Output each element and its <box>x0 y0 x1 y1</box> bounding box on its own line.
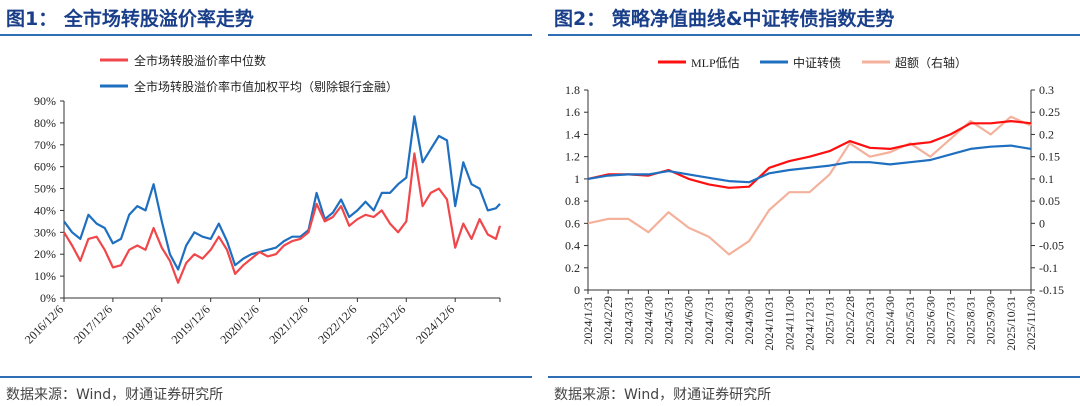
x-tick-label: 2024/3/31 <box>621 296 635 345</box>
x-tick-label: 2021/12/6 <box>266 302 310 346</box>
footer-rule <box>0 376 532 378</box>
y-right-tick-label: 0.1 <box>1039 172 1054 186</box>
series-line-index <box>587 144 1032 184</box>
y-left-tick-label: 0.8 <box>565 194 580 208</box>
x-tick-label: 2024/11/30 <box>782 296 796 350</box>
x-tick-label: 2020/12/6 <box>217 302 261 346</box>
x-tick-label: 2025/4/30 <box>883 296 897 345</box>
y-tick-label: 50% <box>34 182 56 196</box>
x-tick-label: 2024/12/31 <box>803 296 817 351</box>
x-tick-label: 2022/12/6 <box>315 302 359 346</box>
title-rule <box>0 34 532 36</box>
y-right-tick-label: 0.15 <box>1039 150 1060 164</box>
y-right-tick-label: 0.05 <box>1039 194 1060 208</box>
y-left-tick-label: 1.6 <box>565 105 580 119</box>
chart1-title: 图1： 全市场转股溢价率走势 <box>6 8 254 30</box>
x-tick-label: 2024/7/31 <box>702 296 716 345</box>
y-left-tick-label: 0.2 <box>565 261 580 275</box>
series-line-excess <box>587 115 1032 256</box>
y-right-tick-label: 0.3 <box>1039 83 1054 97</box>
x-tick-label: 2024/6/30 <box>682 296 696 345</box>
right-panel: 图2： 策略净值曲线&中证转债指数走势 MLP低估 中证转债 超额（右轴） 0 -0.1… <box>548 0 1080 405</box>
x-tick-label: 2024/12/6 <box>413 302 457 346</box>
x-tick-label: 2024/5/31 <box>662 296 676 345</box>
x-tick-label: 2024/2/29 <box>601 296 615 345</box>
x-tick-label: 2024/1/31 <box>581 296 595 345</box>
y-right-tick-label: 0.2 <box>1039 127 1054 141</box>
x-tick-label: 2017/12/6 <box>71 302 115 346</box>
y-left-tick-label: 1.8 <box>565 83 580 97</box>
y-right-tick-label: 0 <box>1039 216 1045 230</box>
x-tick-label: 2018/12/6 <box>120 302 164 346</box>
y-left-tick-label: 0 <box>574 283 580 297</box>
x-tick-label: 2024/9/30 <box>742 296 756 345</box>
y-tick-label: 80% <box>34 116 56 130</box>
y-left-tick-label: 1.2 <box>565 150 580 164</box>
legend-label: 全市场转股溢价率市值加权平均（剔除银行金融） <box>134 79 398 94</box>
x-tick-label: 2019/12/6 <box>168 302 212 346</box>
x-tick-label: 2025/9/30 <box>984 296 998 345</box>
chart2-source: 数据来源：Wind，财通证券研究所 <box>554 387 772 403</box>
y-right-tick-label: -0.05 <box>1039 239 1064 253</box>
y-tick-label: 60% <box>34 160 56 174</box>
series-line-median <box>63 152 502 284</box>
x-tick-label: 2023/12/6 <box>364 302 408 346</box>
footer-rule <box>548 376 1080 378</box>
y-tick-label: 90% <box>34 94 56 108</box>
left-panel: 图1： 全市场转股溢价率走势 全市场转股溢价率中位数全市场转股溢价率市值加权平均… <box>0 0 532 405</box>
x-tick-label: 2025/3/31 <box>863 296 877 345</box>
legend-label: MLP低估 <box>691 56 740 70</box>
x-tick-label: 2025/5/31 <box>903 296 917 345</box>
y-tick-label: 70% <box>34 138 56 152</box>
y-left-tick-label: 0.6 <box>565 216 580 230</box>
series-line-mlp <box>587 120 1032 189</box>
chart2: MLP低估 中证转债 超额（右轴） 0 -0.15 0.2 -0.1 0.4 -0.05 0.6 0… <box>565 55 1064 351</box>
x-tick-label: 2025/6/30 <box>923 296 937 345</box>
legend-label: 超额（右轴） <box>895 55 967 70</box>
x-tick-label: 2024/4/30 <box>641 296 655 345</box>
x-tick-label: 2025/2/28 <box>843 296 857 345</box>
x-tick-label: 2016/12/6 <box>22 302 66 346</box>
x-tick-label: 2024/10/31 <box>762 296 776 351</box>
chart2-title: 图2： 策略净值曲线&中证转债指数走势 <box>554 8 895 30</box>
chart1-source: 数据来源：Wind，财通证券研究所 <box>6 387 224 403</box>
y-tick-label: 40% <box>34 203 56 217</box>
series-line-weighted-avg <box>63 115 501 271</box>
y-left-tick-label: 1 <box>574 172 580 186</box>
y-tick-label: 10% <box>34 269 56 283</box>
y-tick-label: 20% <box>34 247 56 261</box>
y-right-tick-label: -0.1 <box>1039 261 1058 275</box>
x-tick-label: 2025/11/30 <box>1024 296 1038 350</box>
y-right-tick-label: -0.15 <box>1039 283 1064 297</box>
x-tick-label: 2025/1/31 <box>823 296 837 345</box>
legend-label: 全市场转股溢价率中位数 <box>134 53 266 68</box>
x-tick-label: 2024/8/31 <box>722 296 736 345</box>
y-tick-label: 0% <box>40 291 56 305</box>
y-left-tick-label: 0.4 <box>565 239 580 253</box>
x-tick-label: 2025/8/31 <box>964 296 978 345</box>
legend-label: 中证转债 <box>793 55 841 70</box>
x-tick-label: 2025/10/31 <box>1004 296 1018 351</box>
y-right-tick-label: 0.25 <box>1039 105 1060 119</box>
x-tick-label: 2025/7/31 <box>943 296 957 345</box>
title-rule <box>548 34 1080 36</box>
y-left-tick-label: 1.4 <box>565 127 580 141</box>
y-tick-label: 30% <box>34 225 56 239</box>
